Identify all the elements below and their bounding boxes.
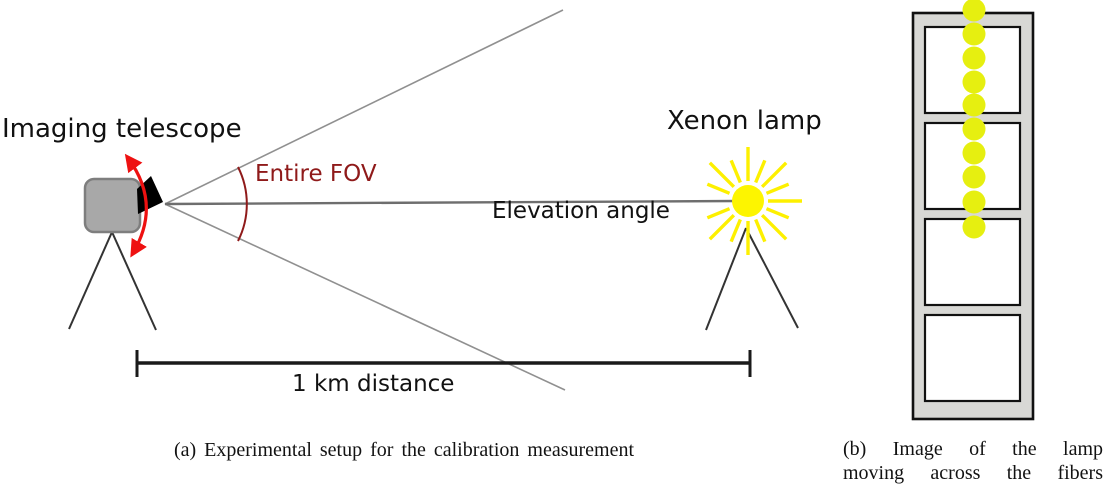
lamp-ray [765,207,790,220]
lamp-rays [706,147,802,255]
lamp-spot [962,190,986,214]
lamp-ray [729,159,742,184]
lamp-ray [706,207,731,220]
lamp-ray [706,182,731,195]
elevation-angle-label: Elevation angle [492,198,670,224]
telescope-tripod [68,231,157,331]
lamp-ray [760,161,788,189]
lamp-spot [962,215,986,239]
lamp-ray [708,213,736,241]
distance-label: 1 km distance [292,371,455,397]
fov-arc [237,166,248,242]
fiber-box [923,313,1022,403]
entire-fov-label: Entire FOV [255,161,377,187]
panel-b-diagram [911,0,1035,421]
lamp-spot [962,141,986,165]
lamp-ray [760,213,788,241]
xenon-lamp-label: Xenon lamp [667,106,822,136]
lamp-spot [962,46,986,70]
caption-a: (a) Experimental setup for the calibrati… [173,439,635,461]
distance-measure [135,350,752,377]
lamp-spot [962,22,986,46]
panel-a-diagram [68,9,802,391]
lamp-ray [754,159,767,184]
sight-line [164,199,738,206]
imaging-telescope-label: Imaging telescope [2,114,242,144]
rotation-arrow [124,153,148,258]
lamp-spot [962,93,986,117]
lamp-tripod [705,227,799,331]
lamp-ray [765,182,790,195]
lamp-bulb [732,185,764,217]
lamp-spot [962,70,986,94]
fiber-box [923,217,1022,307]
fov-upper-line [164,9,564,205]
caption-b-line2: moving across the fibers [843,462,1103,484]
caption-b: (b) Image of the lamp moving across the … [843,437,1103,485]
lamp-spots [962,0,986,239]
lamp-ray [754,218,767,243]
lamp-spot [962,165,986,189]
lamp-ray [729,218,742,243]
lamp-ray [708,161,736,189]
lamp-spot [962,0,986,22]
telescope-body [83,177,142,234]
caption-b-line1: (b) Image of the lamp [843,438,1103,460]
fov-lower-line [164,203,566,391]
lamp-spot [962,117,986,141]
